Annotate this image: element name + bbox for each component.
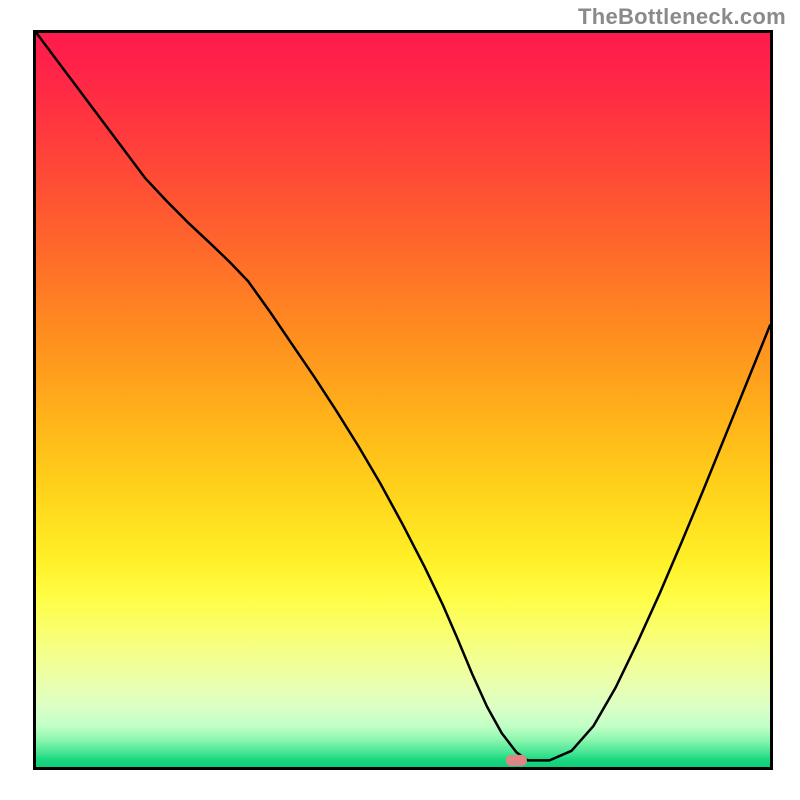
- chart-container: TheBottleneck.com: [0, 0, 800, 800]
- optimal-marker: [506, 755, 527, 766]
- watermark-text: TheBottleneck.com: [578, 4, 786, 30]
- gradient-background: [35, 31, 770, 767]
- bottleneck-chart: [0, 0, 800, 800]
